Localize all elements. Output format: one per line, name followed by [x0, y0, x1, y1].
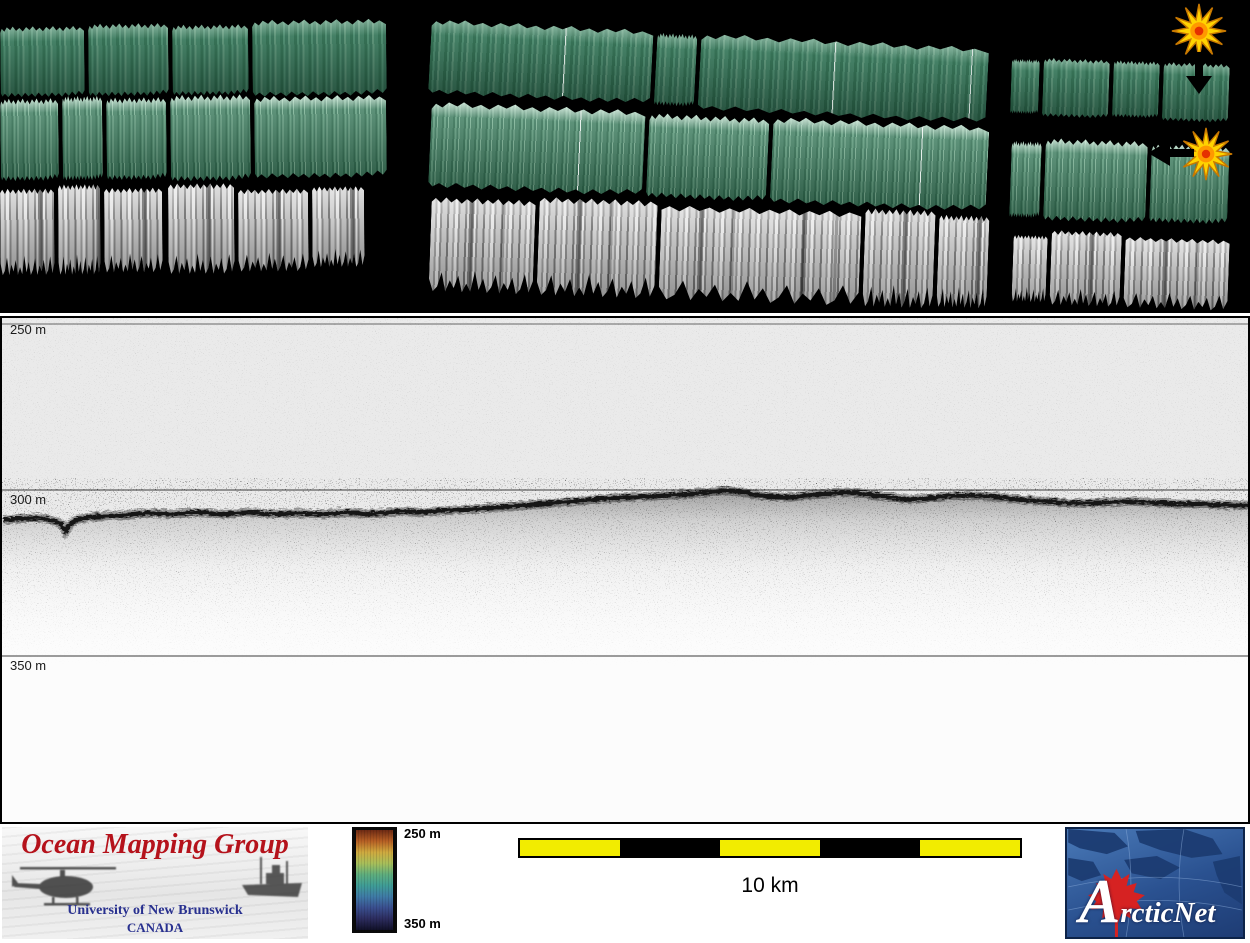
- swath-strip: [1010, 58, 1040, 115]
- swath-strip: [770, 116, 990, 214]
- swath-cluster-row3-left: [0, 181, 391, 278]
- down-arrow-icon: [1186, 52, 1212, 94]
- swath-strip: [428, 18, 654, 106]
- footer: Ocean Mapping Group University of New Br…: [0, 824, 1250, 943]
- scalebar-segment: [820, 840, 920, 856]
- helicopter-icon: [12, 867, 116, 906]
- swath-strip: [646, 112, 770, 203]
- backscatter-strip: [658, 204, 861, 307]
- depth-colorbar-noise: [352, 827, 397, 933]
- backscatter-strip: [238, 188, 309, 272]
- backscatter-strip: [1123, 236, 1229, 312]
- scalebar-segment: [920, 840, 1020, 856]
- swath-strip: [88, 22, 169, 97]
- swath-strip: [0, 25, 85, 98]
- colorbar-bottom-label: 350 m: [404, 916, 441, 931]
- scalebar-segment: [720, 840, 820, 856]
- omg-logo-art: [12, 857, 302, 906]
- arcticnet-wordmark: ArcticNet: [1079, 868, 1216, 936]
- maple-leaf-icon: [1088, 868, 1145, 937]
- arcticnet-logo: ArcticNet: [1065, 827, 1245, 939]
- swath-strip: [172, 23, 249, 96]
- depth-label-300: 300 m: [10, 492, 47, 507]
- scalebar-segment: [620, 840, 720, 856]
- backscatter-strip: [0, 188, 55, 276]
- omg-subtitle: University of New Brunswick: [67, 903, 243, 918]
- swath-strip: [1009, 140, 1042, 219]
- subbottom-profile-graphic: [2, 318, 1248, 822]
- swath-mosaic-panel: [0, 0, 1250, 313]
- backscatter-strip: [536, 196, 657, 300]
- subsurface-speckle: [2, 478, 1248, 668]
- depth-label-250: 250 m: [10, 322, 47, 337]
- swath-cluster-row2-left: [0, 88, 387, 184]
- swath-strip: [252, 18, 387, 97]
- depth-colorbar: [352, 827, 397, 933]
- backscatter-strip: [1011, 234, 1047, 303]
- backscatter-strip: [862, 207, 935, 309]
- backscatter-strip: [168, 182, 235, 274]
- arctic-map-graphic: [1068, 829, 1242, 937]
- scalebar-label: 10 km: [741, 874, 799, 897]
- omg-country: CANADA: [126, 920, 184, 935]
- subbottom-profile-panel: 250 m 300 m 350 m: [0, 316, 1250, 824]
- left-arrow-icon: [1148, 140, 1194, 166]
- starburst-icon: [1171, 3, 1227, 59]
- backscatter-strip: [936, 214, 989, 310]
- omg-logo: Ocean Mapping Group University of New Br…: [2, 827, 308, 939]
- omg-title: Ocean Mapping Group: [21, 829, 289, 860]
- swath-strip: [1112, 60, 1160, 120]
- swath-strip: [654, 32, 698, 108]
- swath-strip: [1043, 137, 1148, 225]
- backscatter-strip: [104, 187, 163, 273]
- swath-strip: [428, 100, 646, 198]
- swath-strip: [1042, 57, 1110, 119]
- swath-strip: [106, 96, 167, 181]
- swath-cluster-row3-right: [1011, 228, 1230, 313]
- swath-strip: [0, 97, 59, 182]
- swath-strip: [254, 94, 387, 179]
- depth-colorbar-gradient: [356, 830, 393, 930]
- backscatter-strip: [429, 196, 536, 296]
- swath-cluster-row3-middle: [429, 192, 990, 311]
- swath-strip: [170, 93, 251, 182]
- backscatter-strip: [1049, 229, 1122, 307]
- scalebar-segments: [518, 838, 1022, 858]
- swath-strip: [698, 32, 990, 125]
- swath-strip: [62, 95, 103, 181]
- backscatter-strip: [58, 183, 101, 275]
- backscatter-strip: [312, 185, 365, 267]
- depth-label-350: 350 m: [10, 658, 47, 673]
- scalebar-segment: [520, 840, 620, 856]
- colorbar-top-label: 250 m: [404, 826, 441, 841]
- ship-icon: [242, 857, 302, 897]
